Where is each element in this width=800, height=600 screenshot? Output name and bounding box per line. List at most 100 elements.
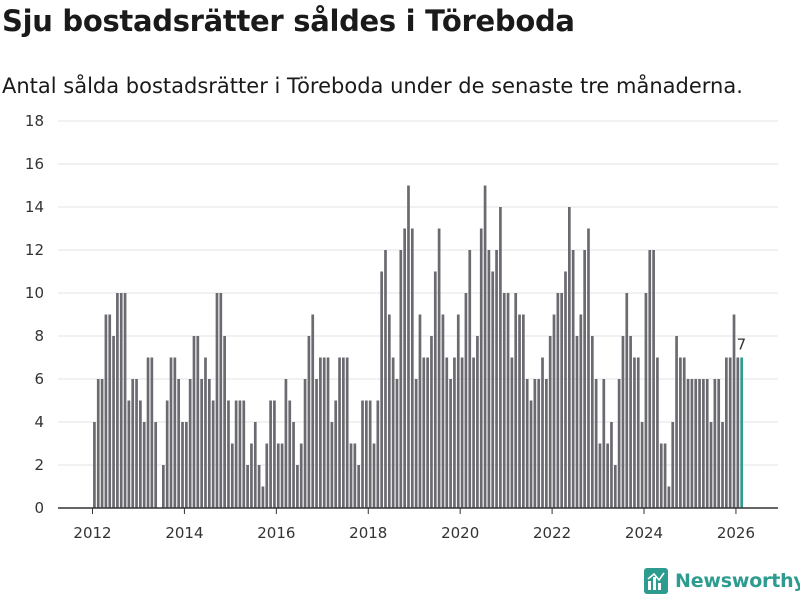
bar — [713, 379, 717, 508]
bar — [633, 357, 636, 508]
bar — [368, 400, 372, 508]
bar — [376, 400, 380, 508]
bar — [575, 336, 579, 508]
bar — [353, 443, 357, 508]
bar — [418, 314, 422, 508]
bar — [250, 443, 253, 508]
bar — [682, 357, 686, 508]
bar — [387, 314, 391, 508]
bar — [257, 465, 261, 508]
bar — [590, 336, 594, 508]
bar — [705, 379, 709, 508]
bar — [139, 400, 142, 508]
bar — [636, 357, 640, 508]
bar — [728, 357, 732, 508]
chart-subtitle: Antal sålda bostadsrätter i Töreboda und… — [2, 74, 743, 98]
bar — [246, 465, 249, 508]
bar — [403, 228, 406, 508]
bar — [227, 400, 230, 508]
bar — [430, 336, 433, 508]
bar — [644, 293, 648, 508]
bar — [154, 422, 158, 508]
bar — [426, 357, 429, 508]
bar — [522, 314, 525, 508]
bar — [732, 314, 736, 508]
x-tick-label: 2026 — [717, 524, 755, 542]
bar — [131, 379, 135, 508]
bar — [104, 314, 108, 508]
bar — [460, 357, 464, 508]
bar — [472, 357, 475, 508]
bar — [602, 379, 606, 508]
bar — [491, 271, 495, 508]
bar — [399, 250, 403, 508]
bar — [483, 185, 487, 508]
x-tick-label: 2022 — [533, 524, 571, 542]
bar — [671, 422, 675, 508]
bar — [192, 336, 196, 508]
bar — [173, 357, 177, 508]
bar — [338, 357, 341, 508]
bar — [656, 357, 659, 508]
bar — [96, 379, 100, 508]
bar — [537, 379, 541, 508]
bar — [391, 357, 395, 508]
y-tick-label: 16 — [25, 155, 44, 173]
bar — [587, 228, 590, 508]
bar — [269, 400, 272, 508]
bar — [234, 400, 238, 508]
chart-title: Sju bostadsrätter såldes i Töreboda — [2, 4, 575, 38]
bar — [315, 379, 318, 508]
bar — [223, 336, 226, 508]
bar — [736, 357, 740, 508]
bar — [127, 400, 131, 508]
bar — [690, 379, 694, 508]
bar — [204, 357, 207, 508]
x-tick-label: 2020 — [441, 524, 479, 542]
bar — [548, 336, 552, 508]
bar — [594, 379, 598, 508]
bar — [299, 443, 303, 508]
bar — [365, 400, 368, 508]
bar — [273, 400, 276, 508]
bar — [725, 357, 728, 508]
bar — [510, 357, 514, 508]
bar — [621, 336, 625, 508]
bar — [219, 293, 223, 508]
bar — [506, 293, 510, 508]
x-tick-label: 2014 — [165, 524, 203, 542]
bar — [319, 357, 322, 508]
bar — [280, 443, 284, 508]
bar — [384, 250, 387, 508]
bar — [545, 379, 548, 508]
y-tick-label: 6 — [34, 370, 44, 388]
bar — [123, 293, 127, 508]
bar — [652, 250, 655, 508]
bar — [184, 422, 188, 508]
bar — [610, 422, 613, 508]
bar — [659, 443, 663, 508]
bar — [211, 400, 215, 508]
bar — [307, 336, 311, 508]
bar — [702, 379, 705, 508]
bar — [709, 422, 713, 508]
bar — [242, 400, 246, 508]
y-tick-label: 18 — [25, 112, 44, 130]
bar — [518, 314, 521, 508]
bar — [342, 357, 345, 508]
bar — [433, 271, 437, 508]
bar — [441, 314, 445, 508]
bar — [372, 443, 376, 508]
bar — [456, 314, 460, 508]
bar — [165, 400, 169, 508]
bar — [108, 314, 112, 508]
bar — [613, 465, 617, 508]
bar — [686, 379, 690, 508]
bar — [606, 443, 609, 508]
bar — [284, 379, 288, 508]
bar — [698, 379, 701, 508]
bar — [560, 293, 564, 508]
x-tick-label: 2018 — [349, 524, 387, 542]
bar — [564, 271, 567, 508]
